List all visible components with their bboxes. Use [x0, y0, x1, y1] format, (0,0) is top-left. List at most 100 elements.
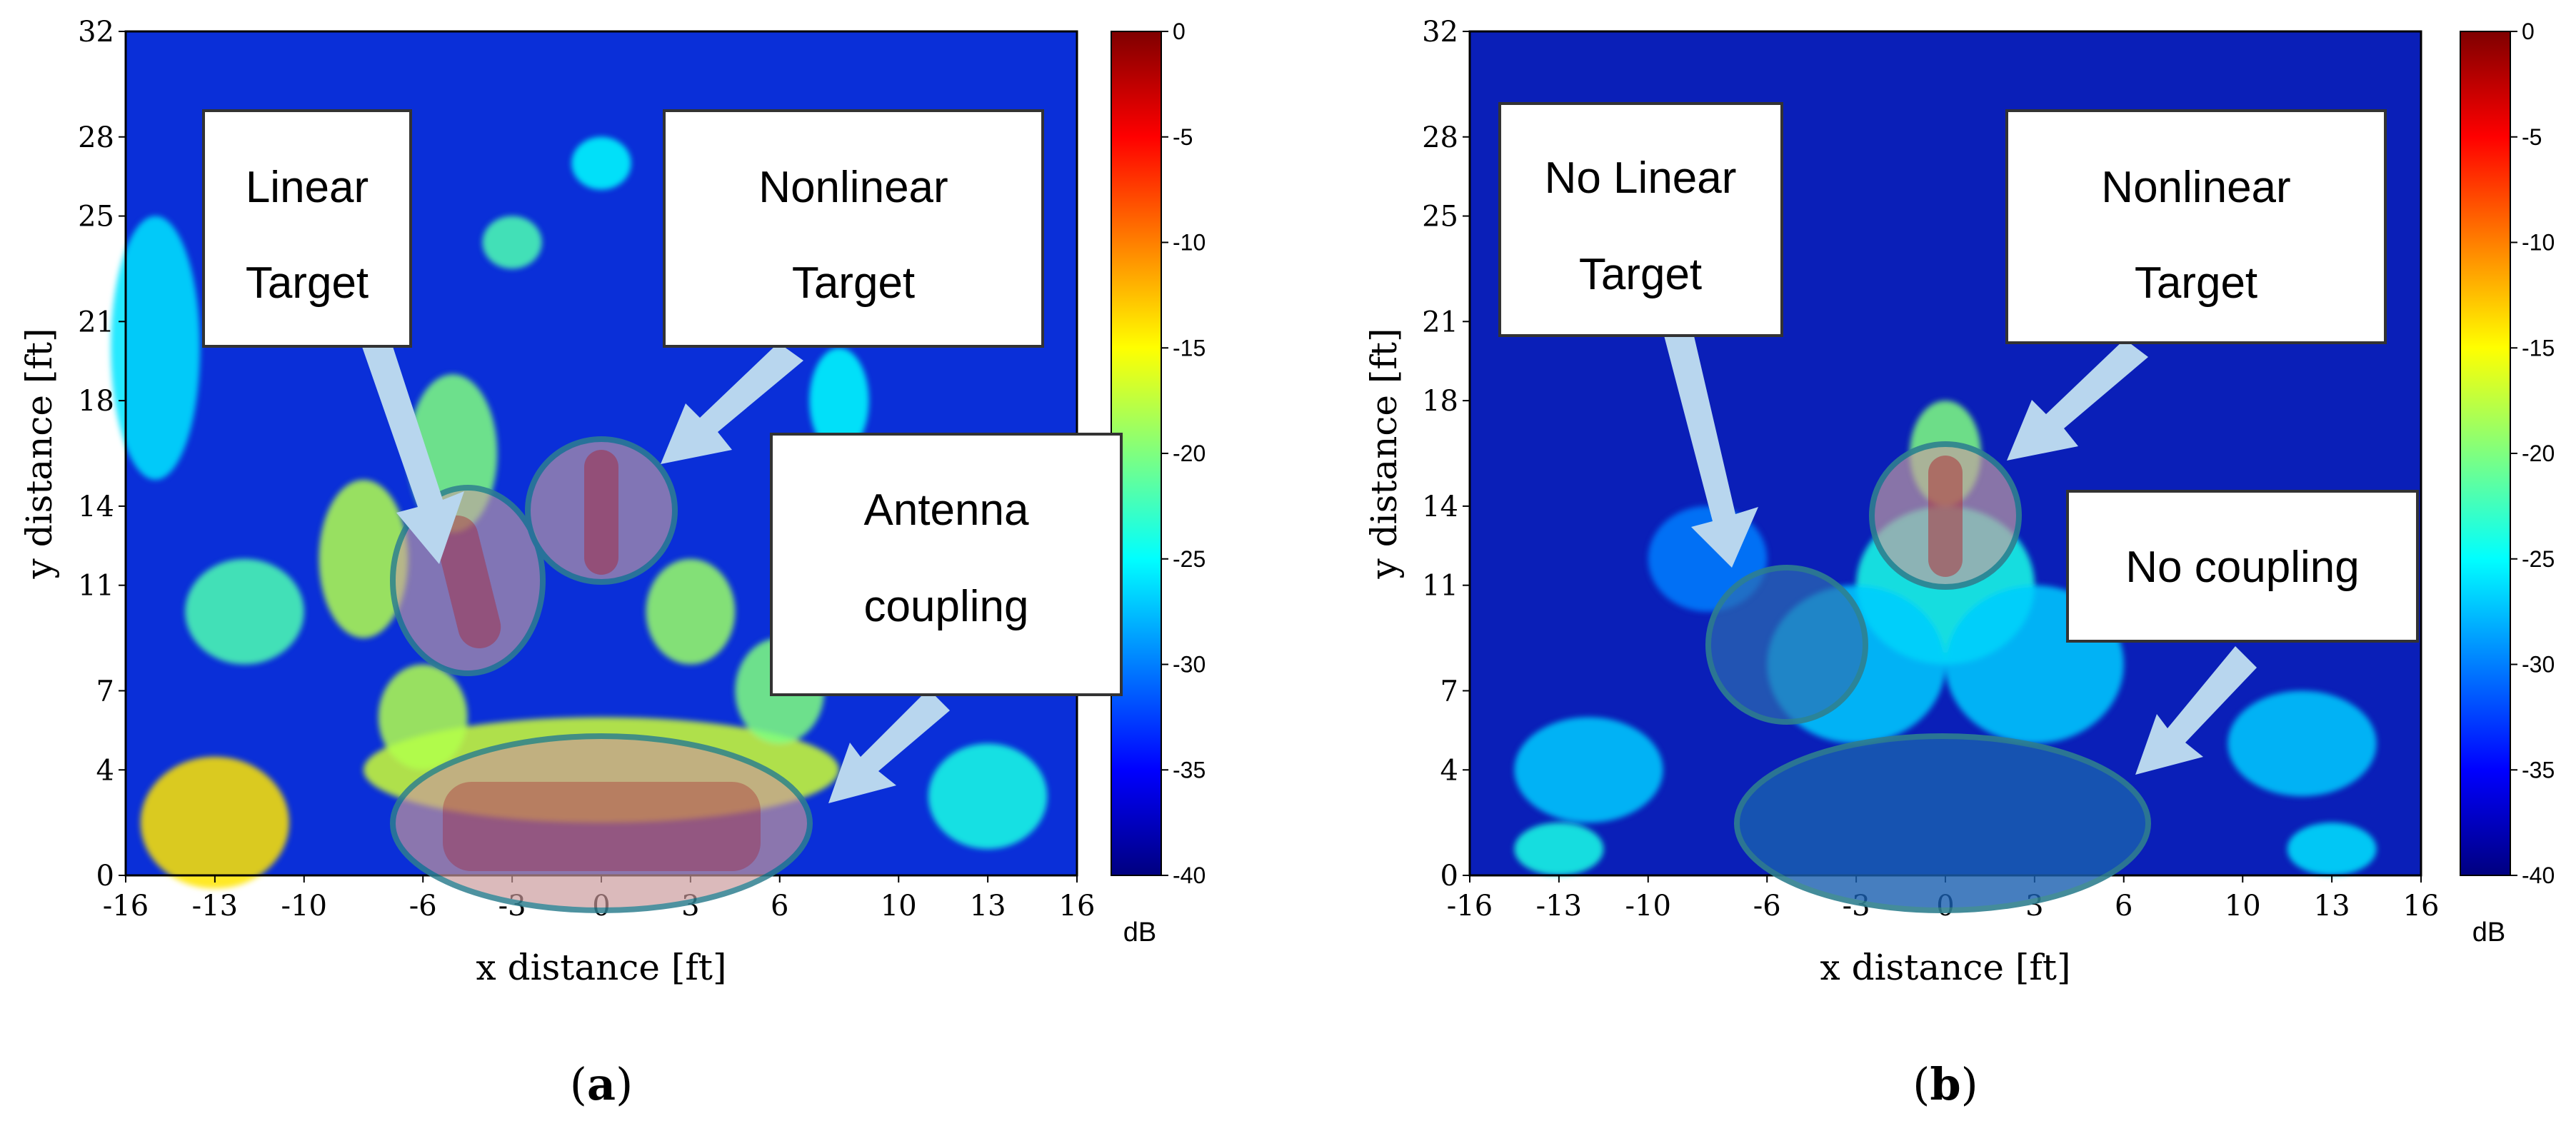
x-tick-label: -13 — [192, 890, 238, 923]
no-coupling-region — [1734, 733, 2151, 913]
heatmap-blob — [185, 558, 304, 665]
heatmap-blob — [928, 743, 1048, 850]
annotation-text: Nonlinear — [758, 163, 948, 212]
arrow-icon — [2135, 646, 2257, 775]
y-tick-label: 11 — [1422, 570, 1458, 603]
annotation-text: Target — [1579, 250, 1702, 299]
annotation-box-nonlinear-target — [663, 109, 1044, 348]
y-axis-label: y distance [ft] — [19, 328, 60, 579]
x-tick-label: 13 — [970, 890, 1006, 923]
panel-letter: a — [587, 1058, 616, 1110]
x-tick-label: 6 — [771, 890, 788, 923]
x-tick-label: -13 — [1536, 890, 1582, 923]
colorbar-unit: dB — [2472, 918, 2505, 947]
colorbar-tick-label: -35 — [2522, 757, 2555, 783]
arrow-icon — [661, 343, 803, 464]
annotation-text: Target — [246, 258, 369, 308]
colorbar-ticks: 0 -5 -10 -15 -20 -25 -30 -35 -40 — [1161, 19, 1206, 888]
heatmap-blob — [571, 136, 631, 190]
heatmap-blob — [2227, 690, 2377, 797]
annotation-text: Nonlinear — [2101, 163, 2290, 212]
heatmap-blob — [482, 216, 542, 269]
y-tick-label: 21 — [1422, 306, 1458, 338]
annotation-box-antenna-coupling — [770, 433, 1123, 696]
colorbar-tick-label: -20 — [1173, 441, 1206, 466]
nonlinear-target-core — [1928, 456, 1963, 577]
annotation-text: Target — [792, 258, 915, 308]
y-tick-label: 7 — [1440, 675, 1458, 708]
heatmap-blob — [140, 756, 289, 889]
antenna-coupling-core — [443, 782, 761, 871]
y-axis-label: y distance [ft] — [1363, 328, 1405, 579]
x-axis-label: x distance [ft] — [1820, 947, 2071, 988]
colorbar-tick-label: -10 — [1173, 230, 1206, 256]
colorbar-tick-label: -30 — [2522, 652, 2555, 678]
colorbar-tick-label: 0 — [1173, 19, 1186, 44]
arrow-icon — [828, 689, 950, 803]
annotation-boxes: Linear Target Nonlinear Target Antenna c… — [202, 109, 1123, 696]
arrow-icon — [361, 336, 464, 564]
region-highlights — [390, 436, 813, 913]
y-tick-label: 7 — [96, 675, 114, 708]
colorbar-tick-label: 0 — [2522, 19, 2535, 44]
region-highlights — [1705, 441, 2151, 913]
heatmap-blob — [319, 479, 409, 638]
panel-letter: b — [1930, 1058, 1960, 1110]
nonlinear-target-core — [584, 450, 618, 575]
x-tick-label: 16 — [1059, 890, 1096, 923]
colorbar-tick-label: -10 — [2522, 230, 2555, 256]
y-axis-ticks: 0 4 7 11 14 18 21 25 28 32 — [1422, 16, 1470, 893]
x-tick-label: -6 — [409, 890, 437, 923]
panel-label-b: (b) — [1913, 1058, 1978, 1110]
colorbar-tick-label: -35 — [1173, 757, 1206, 783]
annotation-text: Linear — [246, 163, 369, 212]
annotation-text: Target — [2135, 258, 2257, 308]
colorbar-tick-label: -30 — [1173, 652, 1206, 678]
annotation-text: No Linear — [1545, 154, 1737, 203]
annotation-boxes: No Linear Target Nonlinear Target No cou… — [1498, 102, 2419, 643]
y-tick-label: 14 — [78, 491, 114, 523]
heatmap-blob — [1514, 717, 1663, 823]
heatmap-blob — [1514, 823, 1604, 875]
x-tick-label: -16 — [1447, 890, 1493, 923]
annotation-text: coupling — [864, 582, 1029, 631]
panel-label-a: (a) — [570, 1058, 633, 1110]
x-tick-label: -10 — [281, 890, 327, 923]
y-tick-label: 21 — [78, 306, 114, 338]
y-tick-label: 0 — [96, 860, 114, 893]
colorbar-unit: dB — [1123, 918, 1156, 947]
y-tick-label: 11 — [78, 570, 114, 603]
linear-target-core — [435, 515, 501, 649]
heatmap-blob — [378, 664, 468, 770]
y-tick-label: 25 — [1422, 201, 1458, 233]
y-tick-label: 32 — [78, 16, 114, 49]
y-tick-label: 4 — [96, 754, 114, 787]
heatmap-blob — [809, 348, 869, 453]
heatmap-blob — [111, 216, 201, 480]
x-tick-label: 10 — [881, 890, 917, 923]
annotation-arrows — [1664, 330, 2257, 775]
x-tick-label: -10 — [1625, 890, 1671, 923]
colorbar-b: 0 -5 -10 -15 -20 -25 -30 -35 -40 dB — [2460, 19, 2555, 947]
y-tick-label: 28 — [1422, 121, 1458, 154]
colorbar-tick-label: -25 — [1173, 546, 1206, 572]
annotation-box-nonlinear-target — [2005, 109, 2387, 344]
colorbar-tick-label: -15 — [1173, 335, 1206, 361]
heatmap-blob — [646, 558, 736, 665]
annotation-box-linear-target — [202, 109, 412, 348]
y-axis-ticks: 0 4 7 11 14 18 21 25 28 32 — [78, 16, 126, 893]
x-tick-label: -16 — [103, 890, 149, 923]
no-linear-target-region — [1705, 565, 1868, 725]
y-tick-label: 32 — [1422, 16, 1458, 49]
annotation-box-no-linear-target — [1498, 102, 1783, 337]
x-tick-label: 6 — [2115, 890, 2133, 923]
x-tick-label: 10 — [2225, 890, 2261, 923]
colorbar-ticks: 0 -5 -10 -15 -20 -25 -30 -35 -40 — [2510, 19, 2555, 888]
x-tick-label: 13 — [2314, 890, 2350, 923]
annotation-text: No coupling — [2125, 543, 2359, 592]
colorbar-tick-label: -40 — [1173, 863, 1206, 888]
y-tick-label: 25 — [78, 201, 114, 233]
colorbar-tick-label: -5 — [1173, 124, 1193, 150]
